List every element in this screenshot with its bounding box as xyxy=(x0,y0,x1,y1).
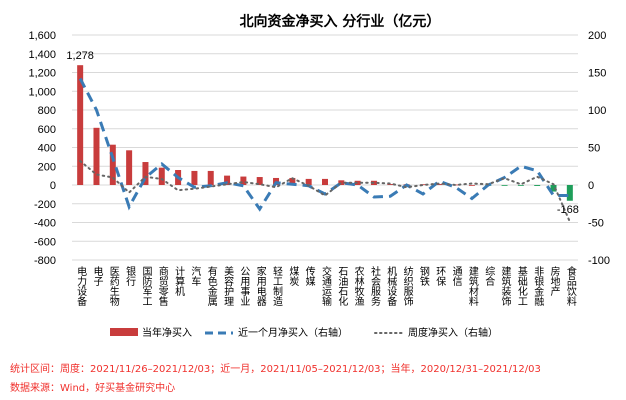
bar xyxy=(240,176,247,185)
y-tick-right: 0 xyxy=(588,180,594,192)
y-tick-left: 800 xyxy=(38,105,56,117)
data-label: 1,278 xyxy=(66,50,94,62)
x-tick-label: 机械设备 xyxy=(385,265,397,307)
y-tick-left: 1,600 xyxy=(28,30,56,42)
x-tick-label: 建筑材料 xyxy=(466,265,478,307)
bar xyxy=(77,65,84,185)
footer-period: 统计区间：周度：2021/11/26–2021/12/03；近一月，2021/1… xyxy=(10,364,541,375)
x-tick-label: 银行 xyxy=(124,265,136,287)
x-tick-label: 医药生物 xyxy=(107,266,119,307)
y-tick-right: 150 xyxy=(588,68,606,80)
x-tick-label: 商贸零售 xyxy=(156,265,168,307)
x-tick-label: 有色金属 xyxy=(205,265,217,307)
bar xyxy=(501,185,508,186)
bar xyxy=(256,177,263,185)
bar xyxy=(305,178,312,185)
x-tick-label: 美容护理 xyxy=(222,265,234,306)
footer-source: 数据来源：Wind，好买基金研究中心 xyxy=(10,383,176,394)
x-tick-label: 轻工制造 xyxy=(271,265,283,306)
x-tick-label: 石油石化 xyxy=(336,266,348,306)
bar xyxy=(338,180,345,185)
y-tick-left: 600 xyxy=(38,124,56,136)
y-tick-right: -100 xyxy=(588,255,610,267)
y-tick-right: 50 xyxy=(588,143,600,155)
x-tick-label: 食品饮料 xyxy=(564,265,576,307)
x-tick-label: 公用事业 xyxy=(238,266,250,306)
bar xyxy=(158,167,165,185)
x-tick-label: 计算机 xyxy=(173,265,185,297)
y-tick-right: 200 xyxy=(588,30,606,42)
y-tick-left: 1,400 xyxy=(28,49,56,61)
x-tick-label: 汽车 xyxy=(189,265,201,287)
y-tick-left: 1,000 xyxy=(28,86,56,98)
y-tick-right: 100 xyxy=(588,105,606,117)
bar xyxy=(93,127,100,185)
y-tick-left: -600 xyxy=(34,236,56,248)
x-tick-label: 通信 xyxy=(450,266,462,287)
bar xyxy=(126,150,133,185)
x-tick-label: 国防军工 xyxy=(140,266,152,306)
month-line xyxy=(78,77,570,212)
x-tick-label: 社会服务 xyxy=(368,265,380,307)
y-tick-right: -50 xyxy=(588,218,604,230)
x-tick-label: 交通运输 xyxy=(320,265,332,307)
chart: 北向资金净买入 分行业（亿元） 1,600 1,400 1,200 1,000 800 6… xyxy=(28,13,610,339)
y-tick-left: -800 xyxy=(34,255,56,267)
y-tick-left: 0 xyxy=(50,180,56,192)
chart-title: 北向资金净买入 分行业（亿元） xyxy=(240,13,441,30)
bar xyxy=(191,170,198,185)
x-tick-label: 非银金融 xyxy=(532,266,544,307)
legend-label: 近一个月净买入（右轴） xyxy=(238,326,348,339)
bar xyxy=(224,175,231,185)
bar xyxy=(534,185,541,186)
y-tick-left: 1,200 xyxy=(28,68,56,80)
bar xyxy=(517,185,524,186)
bar xyxy=(322,178,328,185)
y-tick-left: -200 xyxy=(34,199,56,211)
week-line xyxy=(79,160,571,223)
x-tick-label: 电力设备 xyxy=(75,265,87,307)
x-tick-label: 传媒 xyxy=(303,266,315,287)
bar xyxy=(468,185,475,186)
bar xyxy=(142,162,149,185)
x-tick-label: 基础化工 xyxy=(515,265,527,306)
x-tick-label: 房地产 xyxy=(548,265,560,297)
x-tick-label: 电子 xyxy=(91,265,103,286)
x-tick-label: 环保 xyxy=(434,266,446,287)
x-tick-label: 综合 xyxy=(483,265,495,287)
x-tick-label: 纺织服饰 xyxy=(401,265,413,307)
bar xyxy=(289,177,296,185)
legend-bar-swatch xyxy=(110,328,138,336)
x-tick-label: 农林牧渔 xyxy=(352,265,364,307)
y-tick-left: -400 xyxy=(34,218,56,230)
legend-label: 当年净买入 xyxy=(142,326,192,339)
bar xyxy=(207,170,214,185)
bar xyxy=(550,185,557,192)
x-tick-label: 家用电器 xyxy=(254,265,266,307)
x-tick-label: 建筑装饰 xyxy=(499,265,511,307)
legend-label: 周度净买入（右轴） xyxy=(408,326,498,339)
bar xyxy=(109,144,116,185)
data-label: -168 xyxy=(557,204,579,216)
bar xyxy=(566,185,573,201)
y-tick-left: 400 xyxy=(38,143,56,155)
bar xyxy=(387,184,394,185)
x-tick-label: 钢铁 xyxy=(417,265,429,287)
bar xyxy=(436,184,443,185)
x-tick-label: 煤炭 xyxy=(287,265,299,287)
y-tick-left: 200 xyxy=(38,161,56,173)
